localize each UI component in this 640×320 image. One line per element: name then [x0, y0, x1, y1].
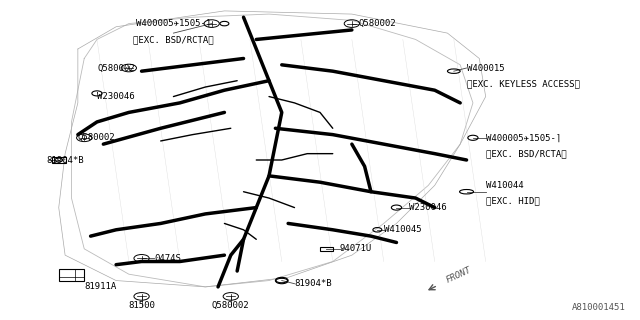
Text: Q580002: Q580002: [212, 301, 250, 310]
Text: W400005✈1505-⌉: W400005✈1505-⌉: [486, 133, 561, 142]
Text: W400015: W400015: [467, 63, 504, 73]
Text: 〈EXC. HID〉: 〈EXC. HID〉: [486, 197, 540, 206]
Bar: [320, 247, 333, 251]
Bar: [59, 269, 84, 281]
Text: FRONT: FRONT: [444, 265, 472, 284]
Text: W400005✈1505-⌉: W400005✈1505-⌉: [136, 19, 211, 28]
Text: A810001451: A810001451: [572, 303, 626, 312]
Text: 〈EXC. BSD/RCTA〉: 〈EXC. BSD/RCTA〉: [486, 149, 566, 158]
Text: 94071U: 94071U: [339, 244, 371, 253]
Text: 〈EXC. BSD/RCTA〉: 〈EXC. BSD/RCTA〉: [133, 35, 214, 44]
Text: Q580002: Q580002: [78, 133, 115, 142]
Text: 81904*B: 81904*B: [294, 279, 332, 288]
Text: W230046: W230046: [409, 203, 447, 212]
Text: Q580002: Q580002: [97, 63, 135, 73]
Text: W230046: W230046: [97, 92, 134, 101]
Text: 0474S: 0474S: [154, 254, 181, 263]
Text: 81500: 81500: [128, 301, 155, 310]
Text: W410044: W410044: [486, 181, 524, 190]
Text: 〈EXC. KEYLESS ACCESS〉: 〈EXC. KEYLESS ACCESS〉: [467, 79, 579, 88]
Bar: [52, 157, 66, 163]
Text: W410045: W410045: [384, 225, 421, 234]
Text: Q580002: Q580002: [358, 19, 396, 28]
Text: 81904*B: 81904*B: [46, 156, 84, 164]
Text: 81911A: 81911A: [84, 282, 116, 292]
